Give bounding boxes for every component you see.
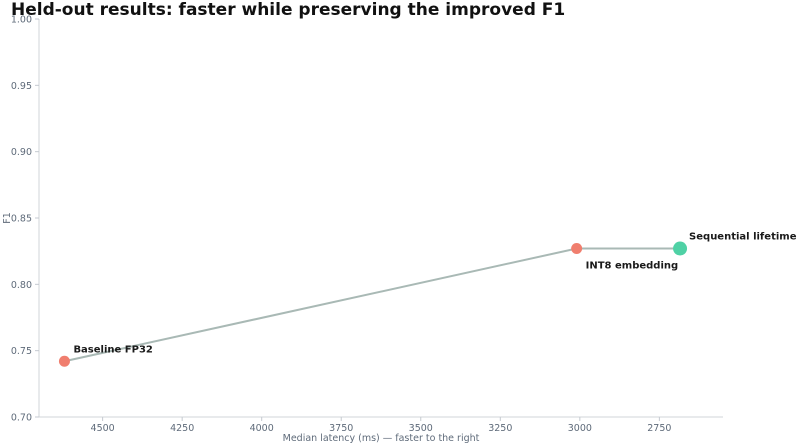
data-point [58, 355, 70, 367]
y-tick-label: 0.70 [11, 413, 32, 424]
x-tick-label: 4000 [250, 423, 274, 434]
y-axis-ticks: 0.70 0.75 0.80 0.85 0.90 0.95 1.00 [11, 15, 39, 424]
y-tick-label: 0.85 [11, 214, 32, 225]
x-tick-label: 3250 [488, 423, 512, 434]
x-tick-label: 3750 [329, 423, 353, 434]
chart-title: Held-out results: faster while preservin… [11, 0, 566, 20]
x-tick-label: 4500 [91, 423, 115, 434]
y-tick-label: 0.80 [11, 280, 32, 291]
y-tick-label: 0.90 [11, 147, 32, 158]
data-points [58, 241, 688, 367]
x-tick-label: 3000 [568, 423, 592, 434]
point-label: Sequential lifetime [689, 232, 797, 243]
x-axis-ticks: 4500 4250 4000 3750 3500 3250 3000 2750 [91, 417, 671, 434]
x-tick-label: 4250 [170, 423, 194, 434]
x-tick-label: 3500 [409, 423, 433, 434]
point-label: Baseline FP32 [73, 344, 152, 355]
axes [38, 19, 723, 418]
y-axis-label: F1 [2, 212, 13, 224]
point-labels: Baseline FP32 INT8 embedding Sequential li… [73, 232, 796, 356]
data-point [673, 241, 688, 256]
y-tick-label: 1.00 [11, 15, 32, 26]
x-tick-label: 2750 [647, 423, 671, 434]
data-point [571, 243, 583, 255]
y-tick-label: 0.95 [11, 81, 32, 92]
point-label: INT8 embedding [586, 261, 679, 272]
x-axis-label: Median latency (ms) — faster to the righ… [283, 433, 480, 444]
y-tick-label: 0.75 [11, 346, 32, 357]
